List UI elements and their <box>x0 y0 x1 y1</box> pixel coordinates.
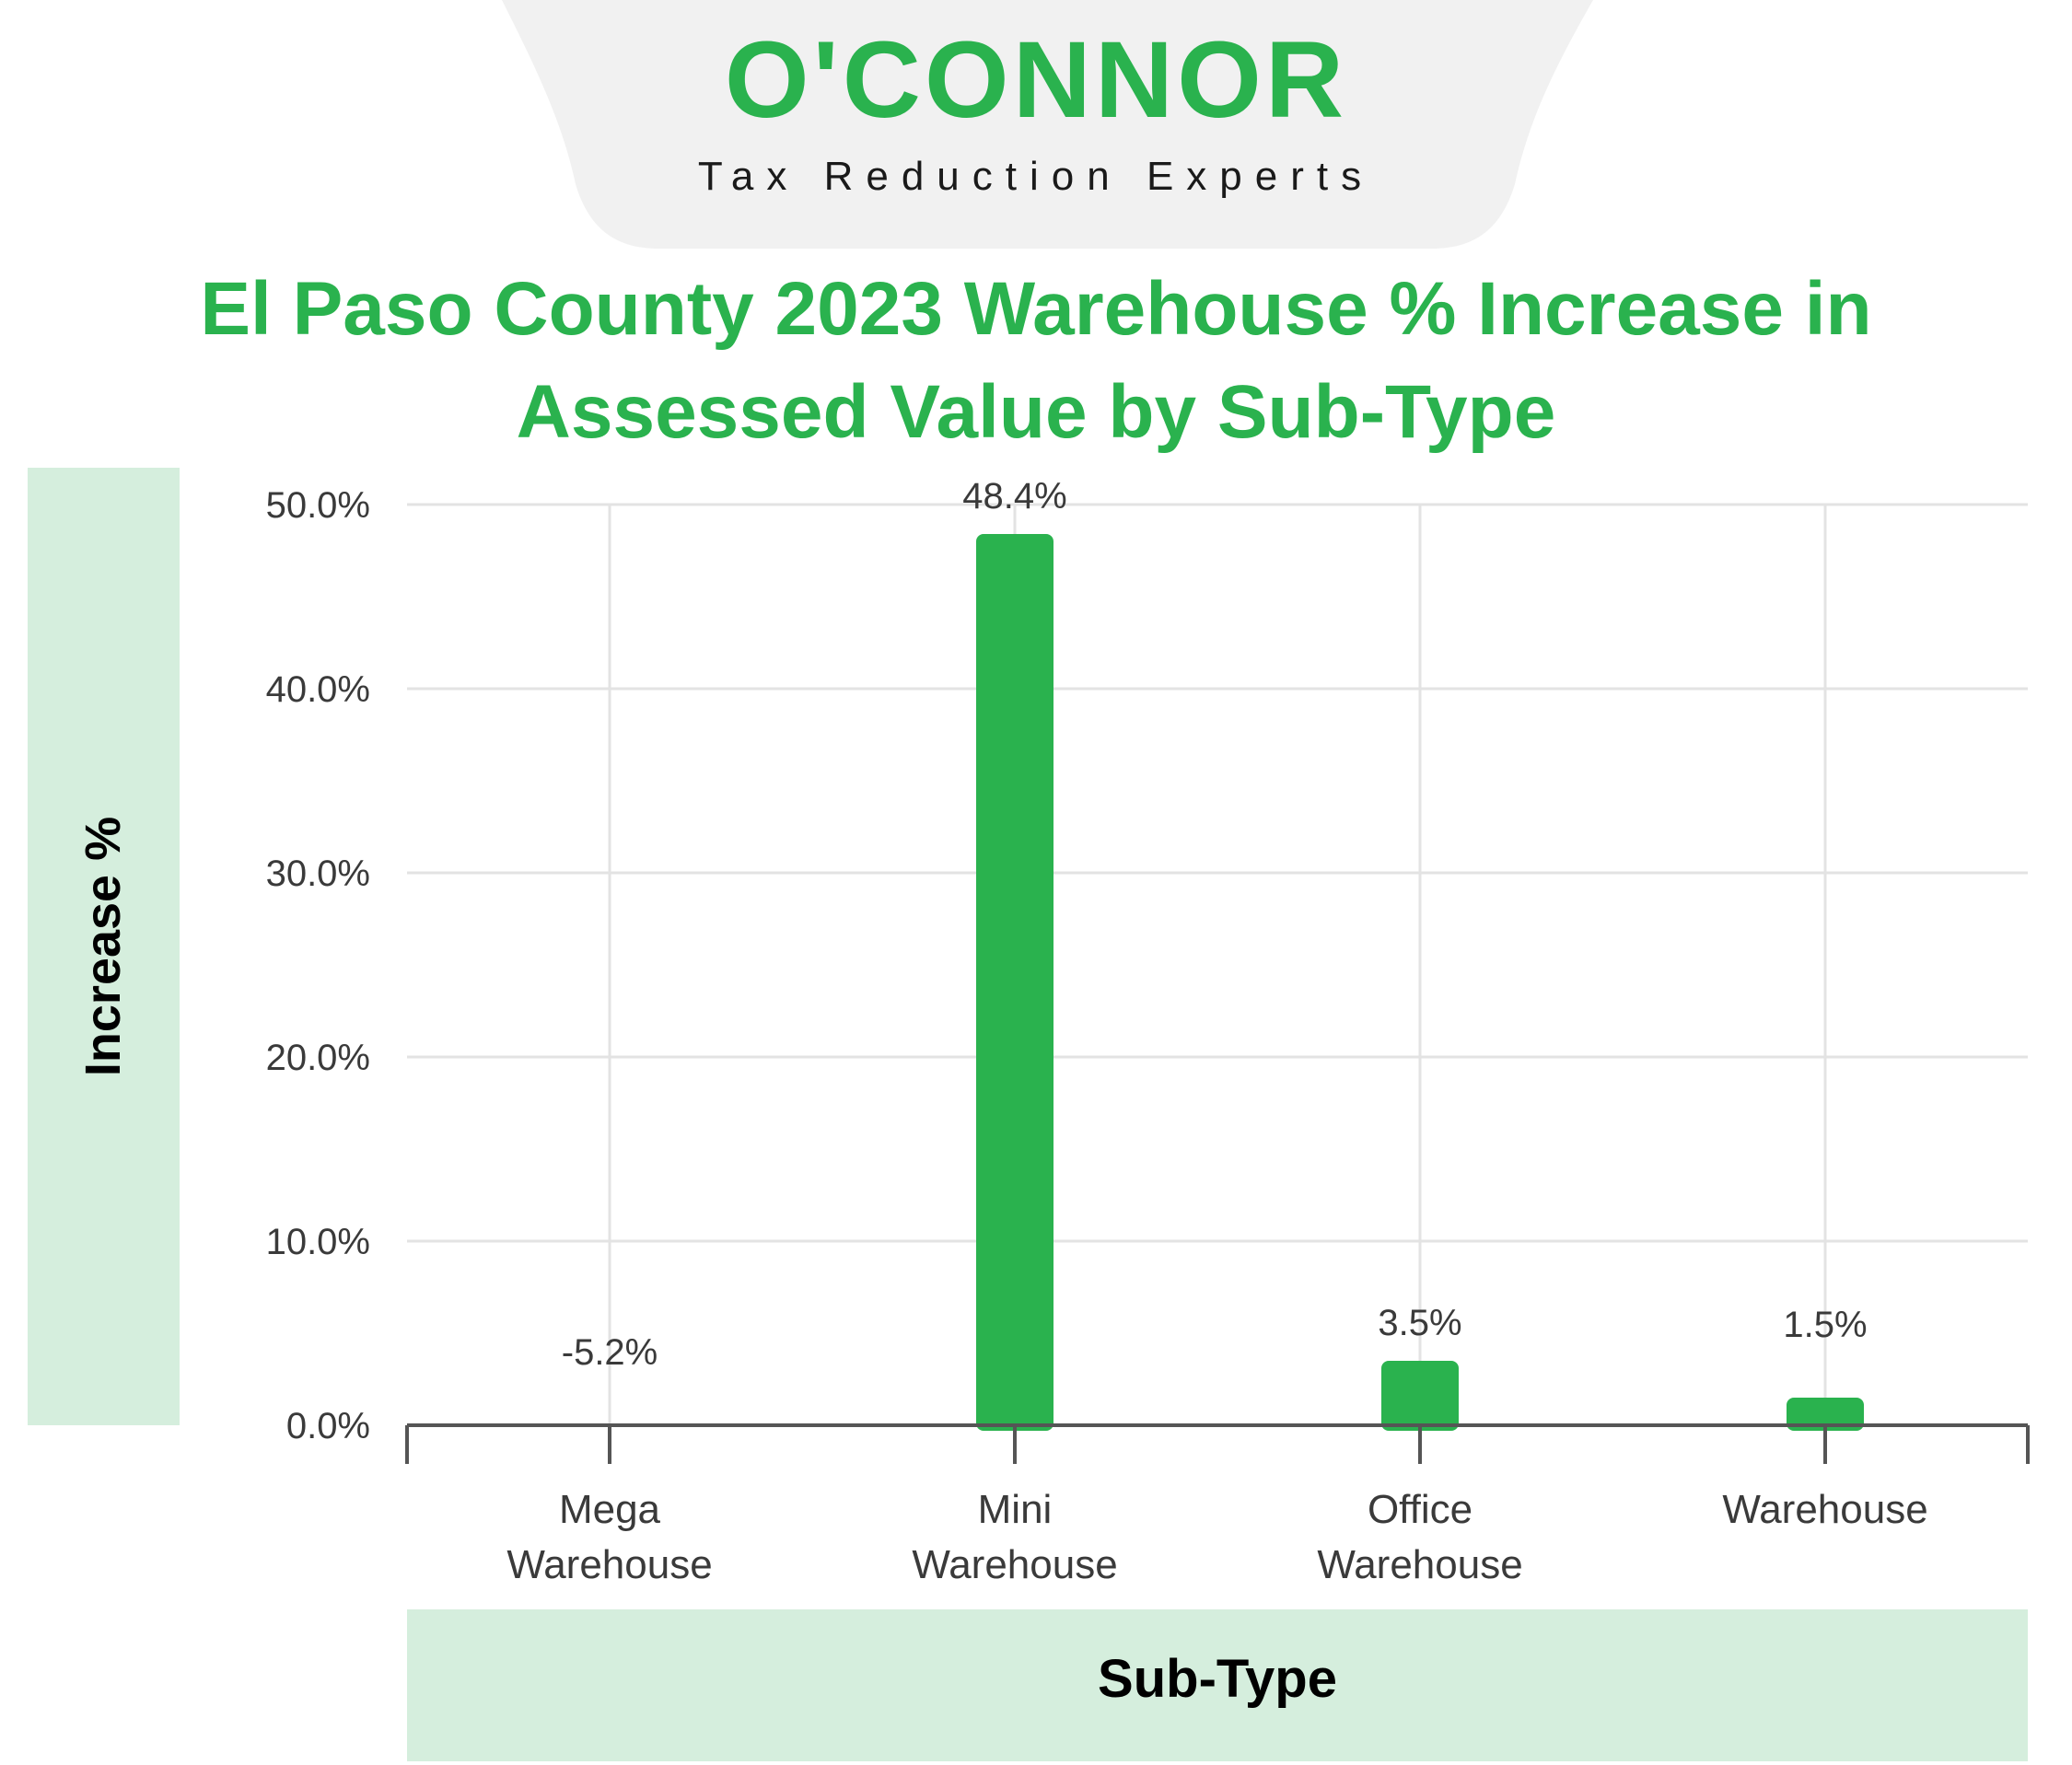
y-tick-label: 20.0% <box>266 1038 370 1078</box>
brand-logo-wordmark: O'CONNOR <box>724 19 1348 141</box>
y-tick-label: 40.0% <box>266 669 370 710</box>
bar <box>1381 1361 1459 1431</box>
y-tick-label: 50.0% <box>266 485 370 526</box>
y-tick-label: 0.0% <box>286 1406 370 1446</box>
data-label: 3.5% <box>1378 1303 1461 1343</box>
brand-tagline: Tax Reduction Experts <box>697 154 1375 199</box>
chart-title: El Paso County 2023 Warehouse % Increase… <box>200 267 1872 454</box>
x-axis-label: Sub-Type <box>1098 1649 1337 1709</box>
bar <box>1787 1398 1864 1431</box>
y-tick-label: 10.0% <box>266 1222 370 1262</box>
data-label: 1.5% <box>1783 1305 1867 1345</box>
y-axis-label-panel <box>28 468 180 1425</box>
bar <box>976 534 1053 1431</box>
x-tick-label: Office Warehouse <box>1317 1487 1522 1587</box>
x-tick-label: Warehouse <box>1722 1487 1927 1532</box>
x-tick-label: Mini Warehouse <box>912 1487 1117 1587</box>
data-label: -5.2% <box>562 1332 658 1373</box>
logo-background-tab <box>502 0 1593 249</box>
data-label: 48.4% <box>962 476 1066 517</box>
x-tick-label: Mega Warehouse <box>506 1487 712 1587</box>
y-tick-label: 30.0% <box>266 853 370 894</box>
x-axis-label-panel <box>407 1609 2028 1761</box>
